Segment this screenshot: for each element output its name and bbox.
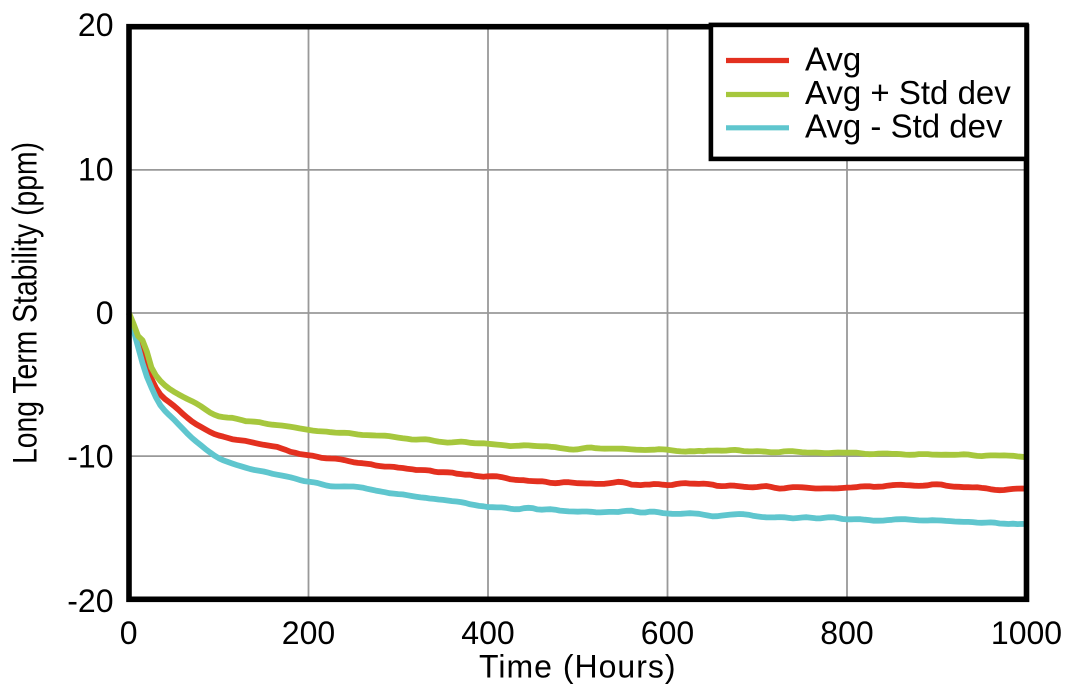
svg-text:-20: -20 — [67, 583, 113, 619]
svg-text:10: 10 — [78, 151, 114, 187]
svg-text:-10: -10 — [67, 439, 113, 475]
svg-text:Long Term Stability (ppm): Long Term Stability (ppm) — [7, 142, 45, 464]
svg-text:Avg - Std dev: Avg - Std dev — [805, 108, 1003, 145]
svg-text:800: 800 — [820, 615, 873, 651]
svg-text:400: 400 — [461, 615, 514, 651]
svg-text:1000: 1000 — [991, 615, 1062, 651]
svg-text:Time (Hours): Time (Hours) — [479, 649, 676, 685]
svg-text:Avg: Avg — [805, 41, 861, 78]
svg-text:20: 20 — [78, 7, 114, 43]
svg-text:0: 0 — [120, 615, 138, 651]
svg-text:600: 600 — [641, 615, 694, 651]
svg-text:Avg + Std dev: Avg + Std dev — [805, 74, 1011, 111]
svg-text:0: 0 — [96, 295, 114, 331]
svg-text:200: 200 — [282, 615, 335, 651]
